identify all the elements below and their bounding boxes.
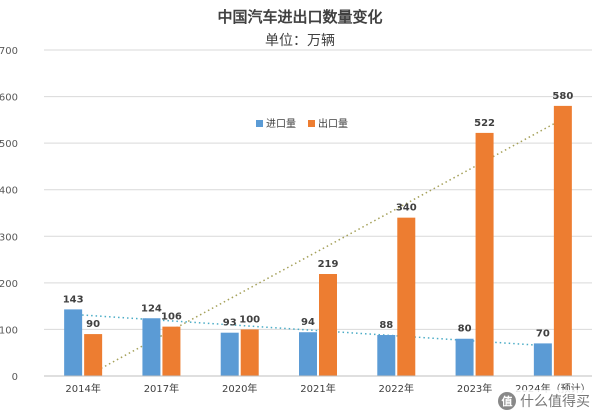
legend-label: 进口量 bbox=[266, 118, 296, 130]
y-tick-label: 600 bbox=[0, 93, 18, 104]
bar bbox=[142, 318, 161, 376]
data-label: 70 bbox=[536, 328, 550, 339]
data-label: 100 bbox=[239, 314, 260, 325]
bar bbox=[397, 217, 416, 376]
data-label: 124 bbox=[141, 303, 162, 314]
bar bbox=[220, 332, 239, 376]
data-label: 219 bbox=[318, 259, 339, 270]
y-tick-label: 700 bbox=[0, 46, 18, 57]
y-tick-label: 500 bbox=[0, 139, 18, 150]
bar bbox=[64, 309, 83, 376]
data-label: 80 bbox=[458, 324, 472, 335]
chart-subtitle: 单位：万辆 bbox=[265, 33, 335, 49]
bar bbox=[553, 105, 572, 376]
watermark-text: 什么值得买 bbox=[520, 394, 590, 410]
watermark: 值 什么值得买 bbox=[494, 390, 594, 412]
bar bbox=[319, 274, 337, 376]
x-tick-label: 2017年 bbox=[144, 382, 179, 395]
data-label: 522 bbox=[474, 118, 495, 129]
bar bbox=[455, 338, 474, 376]
data-label: 88 bbox=[379, 320, 393, 331]
data-label: 580 bbox=[552, 91, 573, 102]
x-tick-label: 2020年 bbox=[222, 382, 257, 395]
data-label: 94 bbox=[301, 317, 315, 328]
y-tick-label: 100 bbox=[0, 325, 18, 336]
trendline bbox=[92, 118, 564, 374]
y-tick-label: 400 bbox=[0, 186, 18, 197]
watermark-logo-icon: 值 bbox=[498, 392, 516, 410]
data-label: 93 bbox=[223, 318, 237, 329]
bar bbox=[162, 326, 181, 376]
x-tick-label: 2022年 bbox=[379, 382, 414, 395]
bar bbox=[299, 332, 317, 376]
chart-title: 中国汽车进出口数量变化 bbox=[217, 8, 383, 26]
x-tick-label: 2014年 bbox=[65, 382, 100, 395]
data-label: 340 bbox=[396, 203, 417, 214]
bar bbox=[240, 329, 259, 376]
y-tick-label: 200 bbox=[0, 279, 18, 290]
legend-swatch bbox=[308, 120, 315, 127]
x-tick-label: 2021年 bbox=[300, 382, 335, 395]
bar bbox=[533, 343, 552, 376]
legend-swatch bbox=[256, 120, 263, 127]
bar bbox=[475, 132, 494, 376]
data-label: 106 bbox=[161, 312, 182, 323]
y-tick-label: 0 bbox=[12, 372, 18, 383]
bar bbox=[377, 335, 396, 376]
data-label: 143 bbox=[63, 294, 84, 305]
y-tick-label: 300 bbox=[0, 232, 18, 243]
x-tick-label: 2023年 bbox=[457, 382, 492, 395]
legend-label: 出口量 bbox=[318, 117, 348, 130]
bar bbox=[84, 334, 103, 376]
data-label: 90 bbox=[86, 319, 100, 330]
